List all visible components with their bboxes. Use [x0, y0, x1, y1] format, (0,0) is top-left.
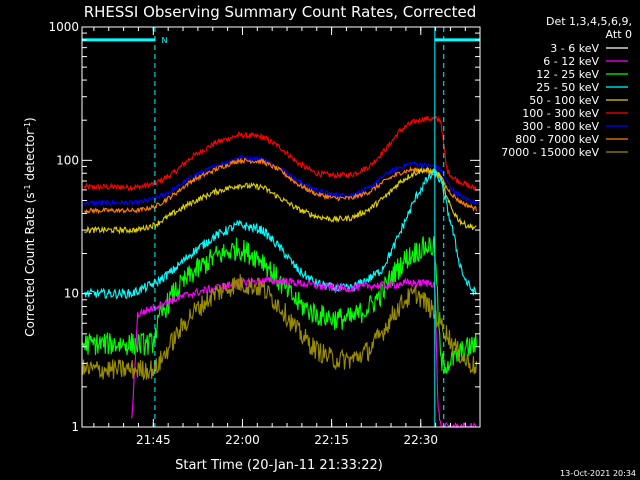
series-line-4: [83, 168, 477, 300]
legend-label-0: 3 - 6 keV: [550, 42, 599, 55]
legend-label-8: 7000 - 15000 keV: [501, 146, 599, 159]
legend-label-7: 800 - 7000 keV: [515, 133, 599, 146]
plot-frame: [81, 26, 481, 428]
y-tick-label-3: 1000: [48, 20, 79, 34]
legend-header-detectors: Det 1,3,4,5,6,9,: [546, 15, 632, 28]
axis-layer: 21:45 22:00 22:15 22:30 1 10 100 1000: [48, 20, 480, 447]
y-axis-label-mid: detector: [23, 130, 37, 185]
series-line-6: [131, 276, 477, 429]
legend-label-3: 25 - 50 keV: [536, 81, 599, 94]
chart-title: RHESSI Observing Summary Count Rates, Co…: [84, 3, 477, 21]
y-tick-label-2: 100: [56, 153, 79, 167]
series-line-2: [84, 157, 477, 215]
y-axis-label: Corrected Count Rate (s-1 detector-1): [23, 117, 38, 336]
legend-label-1: 6 - 12 keV: [543, 55, 599, 68]
footer-timestamp: 13-Oct-2021 20:34: [560, 469, 636, 478]
y-axis-label-exp1: -1: [23, 184, 32, 192]
annotation-0: N: [161, 36, 167, 45]
series-line-0: [83, 115, 477, 192]
y-tick-label-1: 10: [64, 287, 79, 301]
legend-label-4: 50 - 100 keV: [529, 94, 599, 107]
series-line-1: [83, 154, 477, 207]
x-tick-label-1: 22:00: [225, 433, 260, 447]
series-line-5: [81, 236, 477, 375]
y-axis-label-main: Corrected Count Rate (s: [23, 192, 37, 336]
x-tick-label-0: 21:45: [136, 433, 171, 447]
legend-label-6: 300 - 800 keV: [522, 120, 599, 133]
legend-label-2: 12 - 25 keV: [536, 68, 599, 81]
marker-layer: N: [82, 27, 480, 427]
legend-label-5: 100 - 300 keV: [522, 107, 599, 120]
series-line-7: [81, 274, 477, 381]
legend-header-attenuator: Att 0: [606, 28, 632, 41]
y-axis-label-exp2: -1: [23, 122, 32, 130]
x-tick-label-3: 22:30: [403, 433, 438, 447]
series-line-3: [84, 166, 477, 235]
y-tick-label-0: 1: [71, 420, 79, 434]
x-axis-label: Start Time (20-Jan-11 21:33:22): [175, 458, 383, 473]
x-tick-label-2: 22:15: [314, 433, 349, 447]
y-axis-label-end: ): [23, 117, 37, 122]
